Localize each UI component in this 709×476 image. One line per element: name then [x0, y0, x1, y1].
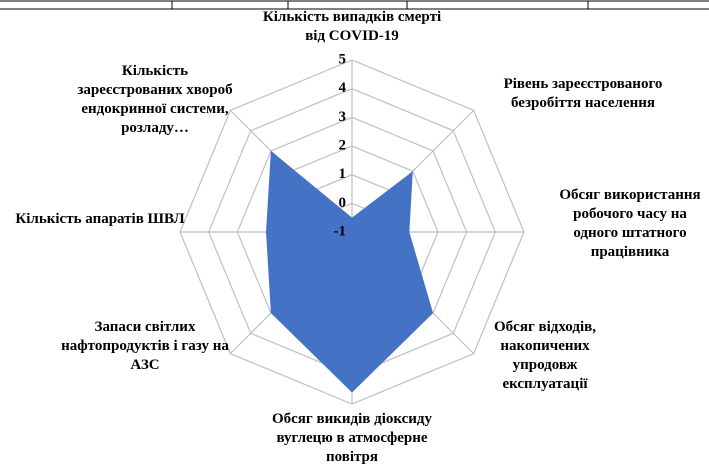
tick-label: 5 — [339, 51, 347, 67]
tick-label: 1 — [339, 166, 347, 182]
axis-label: Кількість випадків смерті від COVID-19 — [262, 9, 442, 44]
axis-label: Обсяг використання робочого часу на одно… — [559, 187, 701, 260]
data-area — [266, 150, 434, 393]
axis-label: Рівень зареєстрованого безробіття населе… — [503, 76, 663, 111]
axis-label: Кількість апаратів ШВЛ — [15, 211, 185, 227]
tick-label: 2 — [339, 137, 347, 153]
tick-label: 3 — [339, 109, 347, 125]
tick-label: -1 — [334, 223, 347, 239]
axis-label: Обсяг викидів діоксиду вуглецю в атмосфе… — [271, 411, 433, 465]
axis-label: Запаси світлих нафтопродуктів і газу на … — [61, 319, 229, 373]
axis-label: Кількість зареєстрованих хвороб ендокрин… — [77, 63, 233, 136]
tick-label: 4 — [339, 80, 347, 96]
axis-label: Обсяг відходів, накопичених упродовж екс… — [494, 319, 596, 392]
tick-label: 0 — [339, 195, 347, 211]
